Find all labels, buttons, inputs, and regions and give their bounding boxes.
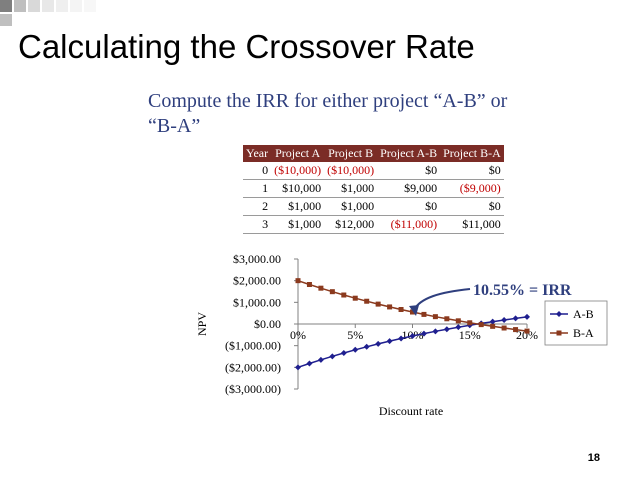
data-point	[306, 282, 312, 288]
slide-title: Calculating the Crossover Rate	[18, 28, 475, 65]
data-point	[501, 316, 508, 323]
legend-marker	[556, 311, 562, 317]
table-cell: $9,000	[377, 179, 441, 198]
x-tick-label: 0%	[290, 328, 306, 342]
data-point	[432, 328, 439, 335]
legend-label: B-A	[573, 326, 594, 340]
cash-flow-table: Year Project A Project B Project A-B Pro…	[243, 145, 504, 234]
data-point	[317, 356, 324, 363]
data-point	[444, 316, 450, 322]
table-row: 0 ($10,000) ($10,000) $0 $0	[243, 162, 504, 180]
data-point	[501, 325, 507, 331]
subtitle-line: Compute the IRR for either project “A-B”…	[148, 90, 508, 112]
table-cell: 0	[243, 162, 272, 180]
table-cell: $0	[377, 197, 441, 216]
slide-subtitle: Compute the IRR for either project “A-B”…	[148, 89, 618, 139]
annotation-arrow	[413, 288, 471, 311]
irr-annotation: 10.55% = IRR	[473, 282, 572, 299]
data-point	[524, 313, 530, 320]
subtitle-line: “B-A”	[148, 115, 201, 137]
x-axis-title: Discount rate	[379, 404, 443, 418]
table-cell: ($10,000)	[324, 162, 378, 180]
table-cell: ($10,000)	[271, 162, 325, 180]
column-header: Project B-A	[440, 145, 504, 162]
data-point	[478, 322, 484, 328]
table-row: 2 $1,000 $1,000 $0 $0	[243, 197, 504, 216]
data-point	[489, 318, 496, 325]
y-tick-label: ($2,000.00)	[225, 360, 281, 374]
x-tick-label: 5%	[347, 328, 363, 342]
table-cell: $0	[440, 162, 504, 180]
table-cell: $10,000	[271, 179, 325, 198]
y-tick-label: ($3,000.00)	[225, 382, 281, 396]
x-tick-label: 20%	[516, 328, 538, 342]
table-cell: $1,000	[271, 215, 325, 234]
y-axis-title: NPV	[195, 312, 209, 336]
data-point	[421, 311, 427, 317]
data-point	[410, 309, 415, 315]
data-point	[340, 349, 347, 356]
y-tick-label: $0.00	[254, 317, 281, 331]
data-point	[386, 338, 393, 345]
data-point	[318, 285, 324, 291]
legend-box	[544, 300, 608, 346]
table-cell: 2	[243, 197, 272, 216]
data-point	[420, 330, 427, 337]
table-cell: ($11,000)	[377, 215, 441, 234]
column-header: Project A-B	[377, 145, 441, 162]
data-point	[409, 332, 416, 339]
table-cell: $0	[377, 162, 441, 180]
data-point	[341, 292, 347, 298]
data-point	[329, 353, 336, 360]
data-point	[375, 340, 382, 347]
table-cell: $0	[440, 197, 504, 216]
data-point	[375, 301, 381, 307]
data-point	[443, 326, 450, 333]
table-cell: ($9,000)	[440, 179, 504, 198]
data-point	[363, 343, 370, 350]
table-cell: $1,000	[324, 179, 378, 198]
table-row: 1 $10,000 $1,000 $9,000 ($9,000)	[243, 179, 504, 198]
table-cell: 3	[243, 215, 272, 234]
data-point	[398, 307, 404, 313]
legend-marker	[556, 330, 562, 336]
data-point	[455, 324, 462, 331]
table-cell: $1,000	[324, 197, 378, 216]
x-tick-label: 15%	[459, 328, 481, 342]
y-tick-label: $2,000.00	[233, 274, 281, 288]
y-tick-label: $1,000.00	[233, 295, 281, 309]
data-point	[398, 335, 405, 342]
data-point	[295, 364, 301, 371]
page-number: 18	[587, 452, 600, 464]
table-row: 3 $1,000 $12,000 ($11,000) $11,000	[243, 215, 504, 234]
data-point	[306, 360, 313, 367]
y-tick-label: ($1,000.00)	[225, 339, 281, 353]
data-point	[329, 289, 335, 295]
table-header-row: Year Project A Project B Project A-B Pro…	[243, 145, 504, 162]
data-point	[295, 278, 301, 284]
data-point	[524, 328, 530, 334]
table-cell: $12,000	[324, 215, 378, 234]
data-point	[512, 315, 519, 322]
column-header: Year	[243, 145, 272, 162]
data-point	[352, 295, 358, 301]
table-cell: $1,000	[271, 197, 325, 216]
data-point	[432, 314, 438, 320]
decorative-squares	[0, 0, 96, 26]
data-point	[352, 346, 359, 353]
data-point	[490, 323, 496, 329]
table-cell: 1	[243, 179, 272, 198]
y-tick-label: $3,000.00	[233, 252, 281, 266]
data-point	[364, 298, 370, 304]
legend-label: A-B	[573, 307, 594, 321]
column-header: Project A	[271, 145, 325, 162]
data-point	[513, 327, 519, 333]
data-point	[387, 304, 393, 310]
table-cell: $11,000	[440, 215, 504, 234]
data-point	[467, 320, 473, 326]
column-header: Project B	[324, 145, 378, 162]
annotation-arrowhead	[409, 305, 419, 316]
data-point	[455, 318, 461, 324]
